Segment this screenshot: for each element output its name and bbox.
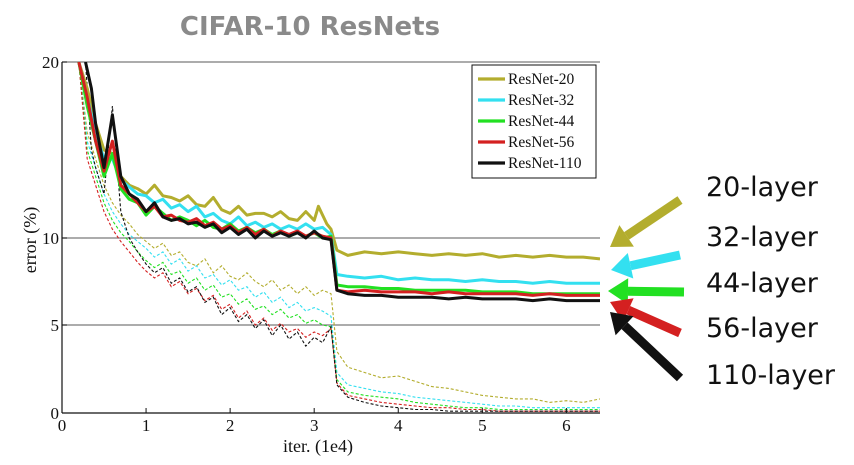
callout-label: 110-layer (706, 360, 836, 391)
callout-arrow-head (610, 312, 634, 336)
x-tick-label: 0 (58, 416, 67, 435)
legend-label: ResNet-44 (508, 113, 575, 130)
chart-title: CIFAR-10 ResNets (180, 12, 440, 42)
series-train-line-3 (78, 62, 600, 412)
callout-arrow-shaft (621, 322, 684, 382)
x-tick-label: 6 (562, 416, 571, 435)
y-tick-label: 5 (51, 316, 60, 335)
callout-label: 44-layer (706, 268, 819, 299)
x-tick-label: 5 (478, 416, 487, 435)
callout-arrow-shaft (624, 196, 683, 240)
x-axis-label: iter. (1e4) (283, 436, 353, 457)
callout-arrow-head (608, 278, 629, 305)
callout-arrow-head (611, 253, 634, 279)
x-tick-label: 3 (310, 416, 319, 435)
callout-label: 32-layer (706, 222, 819, 253)
callout-arrows: 20-layer 32-layer 44-layer 56-layer 110-laye… (608, 172, 836, 391)
legend-label: ResNet-20 (508, 71, 575, 88)
y-axis-label: error (%) (20, 207, 41, 273)
callout-arrow-shaft (626, 305, 682, 338)
legend-label: ResNet-32 (508, 92, 574, 109)
plot-area (77, 62, 600, 412)
x-tick-label: 4 (394, 416, 403, 435)
series-train-line-1 (78, 62, 600, 409)
callout-arrow-shaft (629, 250, 681, 271)
series-test-line-1 (77, 62, 600, 285)
callout-label: 20-layer (706, 172, 819, 203)
y-tick-label: 20 (42, 53, 59, 72)
callout-arrow-shaft (627, 286, 685, 297)
series-train-line-4 (84, 62, 600, 412)
y-tick-label: 0 (51, 404, 60, 423)
callout-arrow-head (610, 298, 634, 322)
callout-label: 56-layer (706, 313, 819, 344)
axes: 0 1 2 3 4 5 6 0 5 10 20 (42, 53, 600, 435)
series-train-line-2 (78, 62, 600, 411)
legend-label: ResNet-110 (508, 155, 582, 172)
series-train-line-0 (78, 62, 600, 403)
x-tick-label: 1 (142, 416, 151, 435)
legend-label: ResNet-56 (508, 134, 575, 151)
callout-arrow-head (610, 225, 634, 247)
x-tick-label: 2 (226, 416, 235, 435)
y-tick-label: 10 (42, 229, 59, 248)
series-test-line-4 (84, 62, 600, 303)
series-test-line-0 (77, 62, 600, 261)
legend: ResNet-20 ResNet-32 ResNet-44 ResNet-56 ResN… (471, 64, 597, 179)
